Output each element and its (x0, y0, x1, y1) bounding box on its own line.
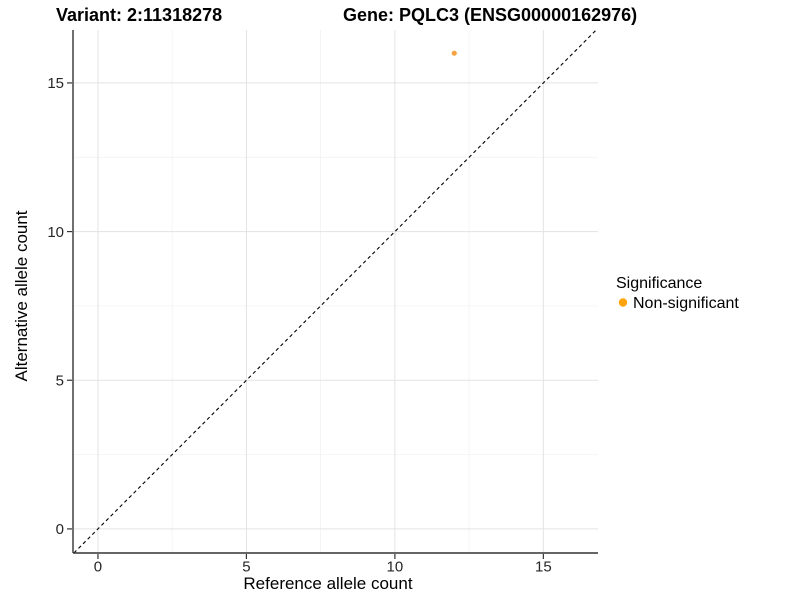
plot-title-gene: Gene: PQLC3 (ENSG00000162976) (343, 5, 637, 25)
y-tick-label: 10 (47, 224, 64, 241)
legend: Significance Non-significant (616, 275, 739, 312)
legend-key-dot-non-significant (618, 298, 628, 307)
x-tick-label: 5 (242, 559, 250, 576)
axis-tick-labels: 0 5 10 15 0 5 10 15 (47, 75, 551, 575)
x-tick-label: 10 (387, 559, 404, 576)
data-points-layer (451, 50, 457, 56)
data-point (451, 50, 457, 56)
minor-gridlines (73, 30, 598, 553)
major-gridlines (73, 30, 598, 553)
y-tick-label: 5 (56, 372, 64, 389)
y-tick-label: 0 (56, 521, 64, 538)
x-axis-title: Reference allele count (243, 574, 412, 593)
y-axis-title: Alternative allele count (12, 210, 31, 381)
x-tick-label: 15 (535, 559, 552, 576)
axis-ticks (67, 82, 544, 559)
legend-label-non-significant: Non-significant (633, 295, 739, 312)
legend-title: Significance (616, 275, 702, 292)
plot-title-variant: Variant: 2:11318278 (56, 5, 222, 25)
y-tick-label: 15 (47, 75, 64, 92)
identity-dashed-line (73, 29, 597, 554)
x-tick-label: 0 (94, 559, 102, 576)
